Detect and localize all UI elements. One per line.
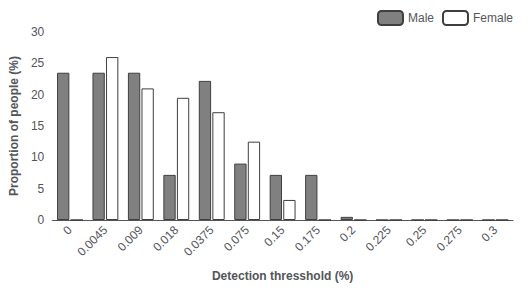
svg-text:0.25: 0.25 [403,223,430,250]
svg-text:0: 0 [60,223,75,238]
svg-text:Male: Male [408,11,434,25]
svg-text:0: 0 [38,213,45,227]
svg-text:0.225: 0.225 [363,223,394,254]
svg-text:Female: Female [473,11,513,25]
svg-text:15: 15 [31,119,45,133]
svg-text:0.175: 0.175 [292,223,323,254]
svg-text:5: 5 [38,182,45,196]
svg-text:10: 10 [31,150,45,164]
svg-text:25: 25 [31,56,45,70]
svg-text:20: 20 [31,88,45,102]
svg-text:0.0375: 0.0375 [181,223,217,259]
svg-text:0.2: 0.2 [337,223,359,245]
svg-text:0.275: 0.275 [434,223,465,254]
svg-text:Detection thresshold (%): Detection thresshold (%) [212,269,353,283]
svg-text:30: 30 [31,25,45,39]
svg-text:0.0045: 0.0045 [75,223,111,259]
svg-text:0.075: 0.075 [221,223,252,254]
svg-text:Proportion of people (%): Proportion of people (%) [7,56,21,196]
svg-text:0.3: 0.3 [479,223,501,245]
svg-text:0.018: 0.018 [150,223,181,254]
svg-text:0.15: 0.15 [261,223,288,250]
svg-text:0.009: 0.009 [115,223,146,254]
